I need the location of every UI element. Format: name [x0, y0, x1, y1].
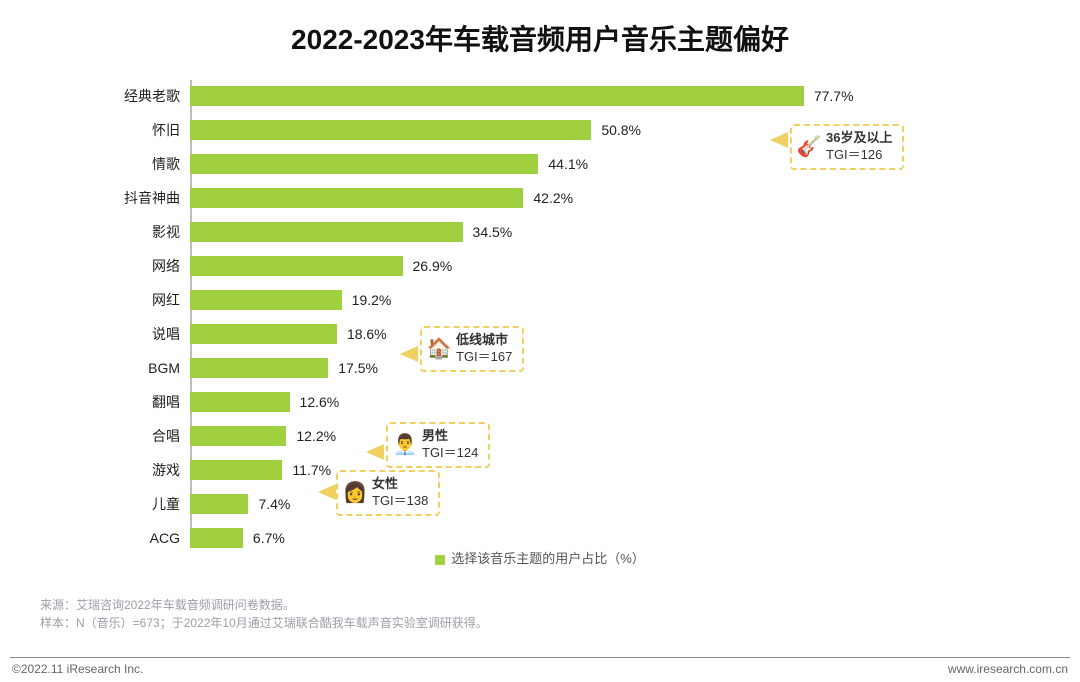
value-label: 34.5%	[473, 224, 513, 240]
callout-line2: TGI＝126	[826, 147, 892, 164]
bar	[190, 392, 290, 412]
bar-track: 17.5%	[190, 358, 1000, 378]
value-label: 42.2%	[533, 190, 573, 206]
bar-row: 游戏 11.7%	[100, 454, 1000, 486]
value-label: 77.7%	[814, 88, 854, 104]
value-label: 12.2%	[296, 428, 336, 444]
category-label: 情歌	[100, 154, 190, 174]
callout-pointer	[366, 444, 384, 460]
legend: 选择该音乐主题的用户占比（%）	[0, 548, 1080, 567]
footer-url: www.iresearch.com.cn	[948, 662, 1068, 676]
value-label: 26.9%	[413, 258, 453, 274]
value-label: 44.1%	[548, 156, 588, 172]
value-label: 12.6%	[300, 394, 340, 410]
category-label: 经典老歌	[100, 86, 190, 106]
value-label: 7.4%	[258, 496, 290, 512]
callout-lowtier: 🏠低线城市TGI＝167	[420, 326, 524, 372]
footer-divider	[10, 657, 1070, 658]
category-label: 儿童	[100, 494, 190, 514]
bar-row: 影视 34.5%	[100, 216, 1000, 248]
callout-line2: TGI＝138	[372, 493, 428, 510]
footer-copyright: ©2022.11 iResearch Inc.	[12, 662, 143, 676]
bar	[190, 154, 538, 174]
bar-track: 6.7%	[190, 528, 1000, 548]
value-label: 11.7%	[292, 462, 331, 478]
callout-line1: 低线城市	[456, 332, 512, 349]
callout-male: 👨‍💼男性TGI＝124	[386, 422, 490, 468]
value-label: 19.2%	[352, 292, 392, 308]
callout-line2: TGI＝167	[456, 349, 512, 366]
value-label: 50.8%	[601, 122, 641, 138]
category-label: BGM	[100, 360, 190, 376]
footnote-source: 来源：艾瑞咨询2022年车载音频调研问卷数据。	[40, 596, 295, 613]
bar	[190, 494, 248, 514]
footnote-sample: 样本：N（音乐）=673；于2022年10月通过艾瑞联合酷我车载声音实验室调研获…	[40, 614, 488, 631]
bar-row: 网络 26.9%	[100, 250, 1000, 282]
bar	[190, 188, 523, 208]
bar-row: 翻唱 12.6%	[100, 386, 1000, 418]
bar-row: 网红 19.2%	[100, 284, 1000, 316]
value-label: 18.6%	[347, 326, 387, 342]
bar	[190, 120, 591, 140]
bar-track: 34.5%	[190, 222, 1000, 242]
bar	[190, 86, 804, 106]
value-label: 17.5%	[338, 360, 378, 376]
legend-swatch	[435, 555, 445, 565]
bar-track: 18.6%	[190, 324, 1000, 344]
bar-row: 儿童 7.4%	[100, 488, 1000, 520]
category-label: 说唱	[100, 324, 190, 344]
callout-line1: 男性	[422, 428, 478, 445]
callout-age36: 🎸36岁及以上TGI＝126	[790, 124, 904, 170]
category-label: 影视	[100, 222, 190, 242]
bar	[190, 290, 342, 310]
category-label: 怀旧	[100, 120, 190, 140]
callout-icon: 🏠	[426, 336, 452, 362]
callout-icon: 👨‍💼	[392, 432, 418, 458]
callout-line1: 女性	[372, 476, 428, 493]
bar	[190, 324, 337, 344]
bar	[190, 426, 286, 446]
category-label: 网络	[100, 256, 190, 276]
callout-icon: 👩	[342, 480, 368, 506]
bar-track: 26.9%	[190, 256, 1000, 276]
bar-track: 7.4%	[190, 494, 1000, 514]
bar	[190, 358, 328, 378]
bar-track: 12.2%	[190, 426, 1000, 446]
callout-line2: TGI＝124	[422, 445, 478, 462]
bar-track: 42.2%	[190, 188, 1000, 208]
callout-pointer	[770, 132, 788, 148]
category-label: 抖音神曲	[100, 188, 190, 208]
bar-track: 19.2%	[190, 290, 1000, 310]
callout-female: 👩女性TGI＝138	[336, 470, 440, 516]
value-label: 6.7%	[253, 530, 285, 546]
bar-row: BGM 17.5%	[100, 352, 1000, 384]
legend-text: 选择该音乐主题的用户占比（%）	[451, 551, 645, 566]
callout-line1: 36岁及以上	[826, 130, 892, 147]
bar-row: 抖音神曲 42.2%	[100, 182, 1000, 214]
bar-row: 经典老歌 77.7%	[100, 80, 1000, 112]
callout-pointer	[318, 484, 336, 500]
bar-track: 77.7%	[190, 86, 1000, 106]
category-label: ACG	[100, 530, 190, 546]
bar-row: 合唱 12.2%	[100, 420, 1000, 452]
category-label: 网红	[100, 290, 190, 310]
bar-row: 说唱 18.6%	[100, 318, 1000, 350]
bar-track: 11.7%	[190, 460, 1000, 480]
bar	[190, 222, 463, 242]
callout-pointer	[400, 346, 418, 362]
bar	[190, 460, 282, 480]
category-label: 合唱	[100, 426, 190, 446]
bar-track: 12.6%	[190, 392, 1000, 412]
callout-icon: 🎸	[796, 134, 822, 160]
bar	[190, 256, 403, 276]
category-label: 游戏	[100, 460, 190, 480]
chart-title: 2022-2023年车载音频用户音乐主题偏好	[0, 0, 1080, 58]
category-label: 翻唱	[100, 392, 190, 412]
bar	[190, 528, 243, 548]
